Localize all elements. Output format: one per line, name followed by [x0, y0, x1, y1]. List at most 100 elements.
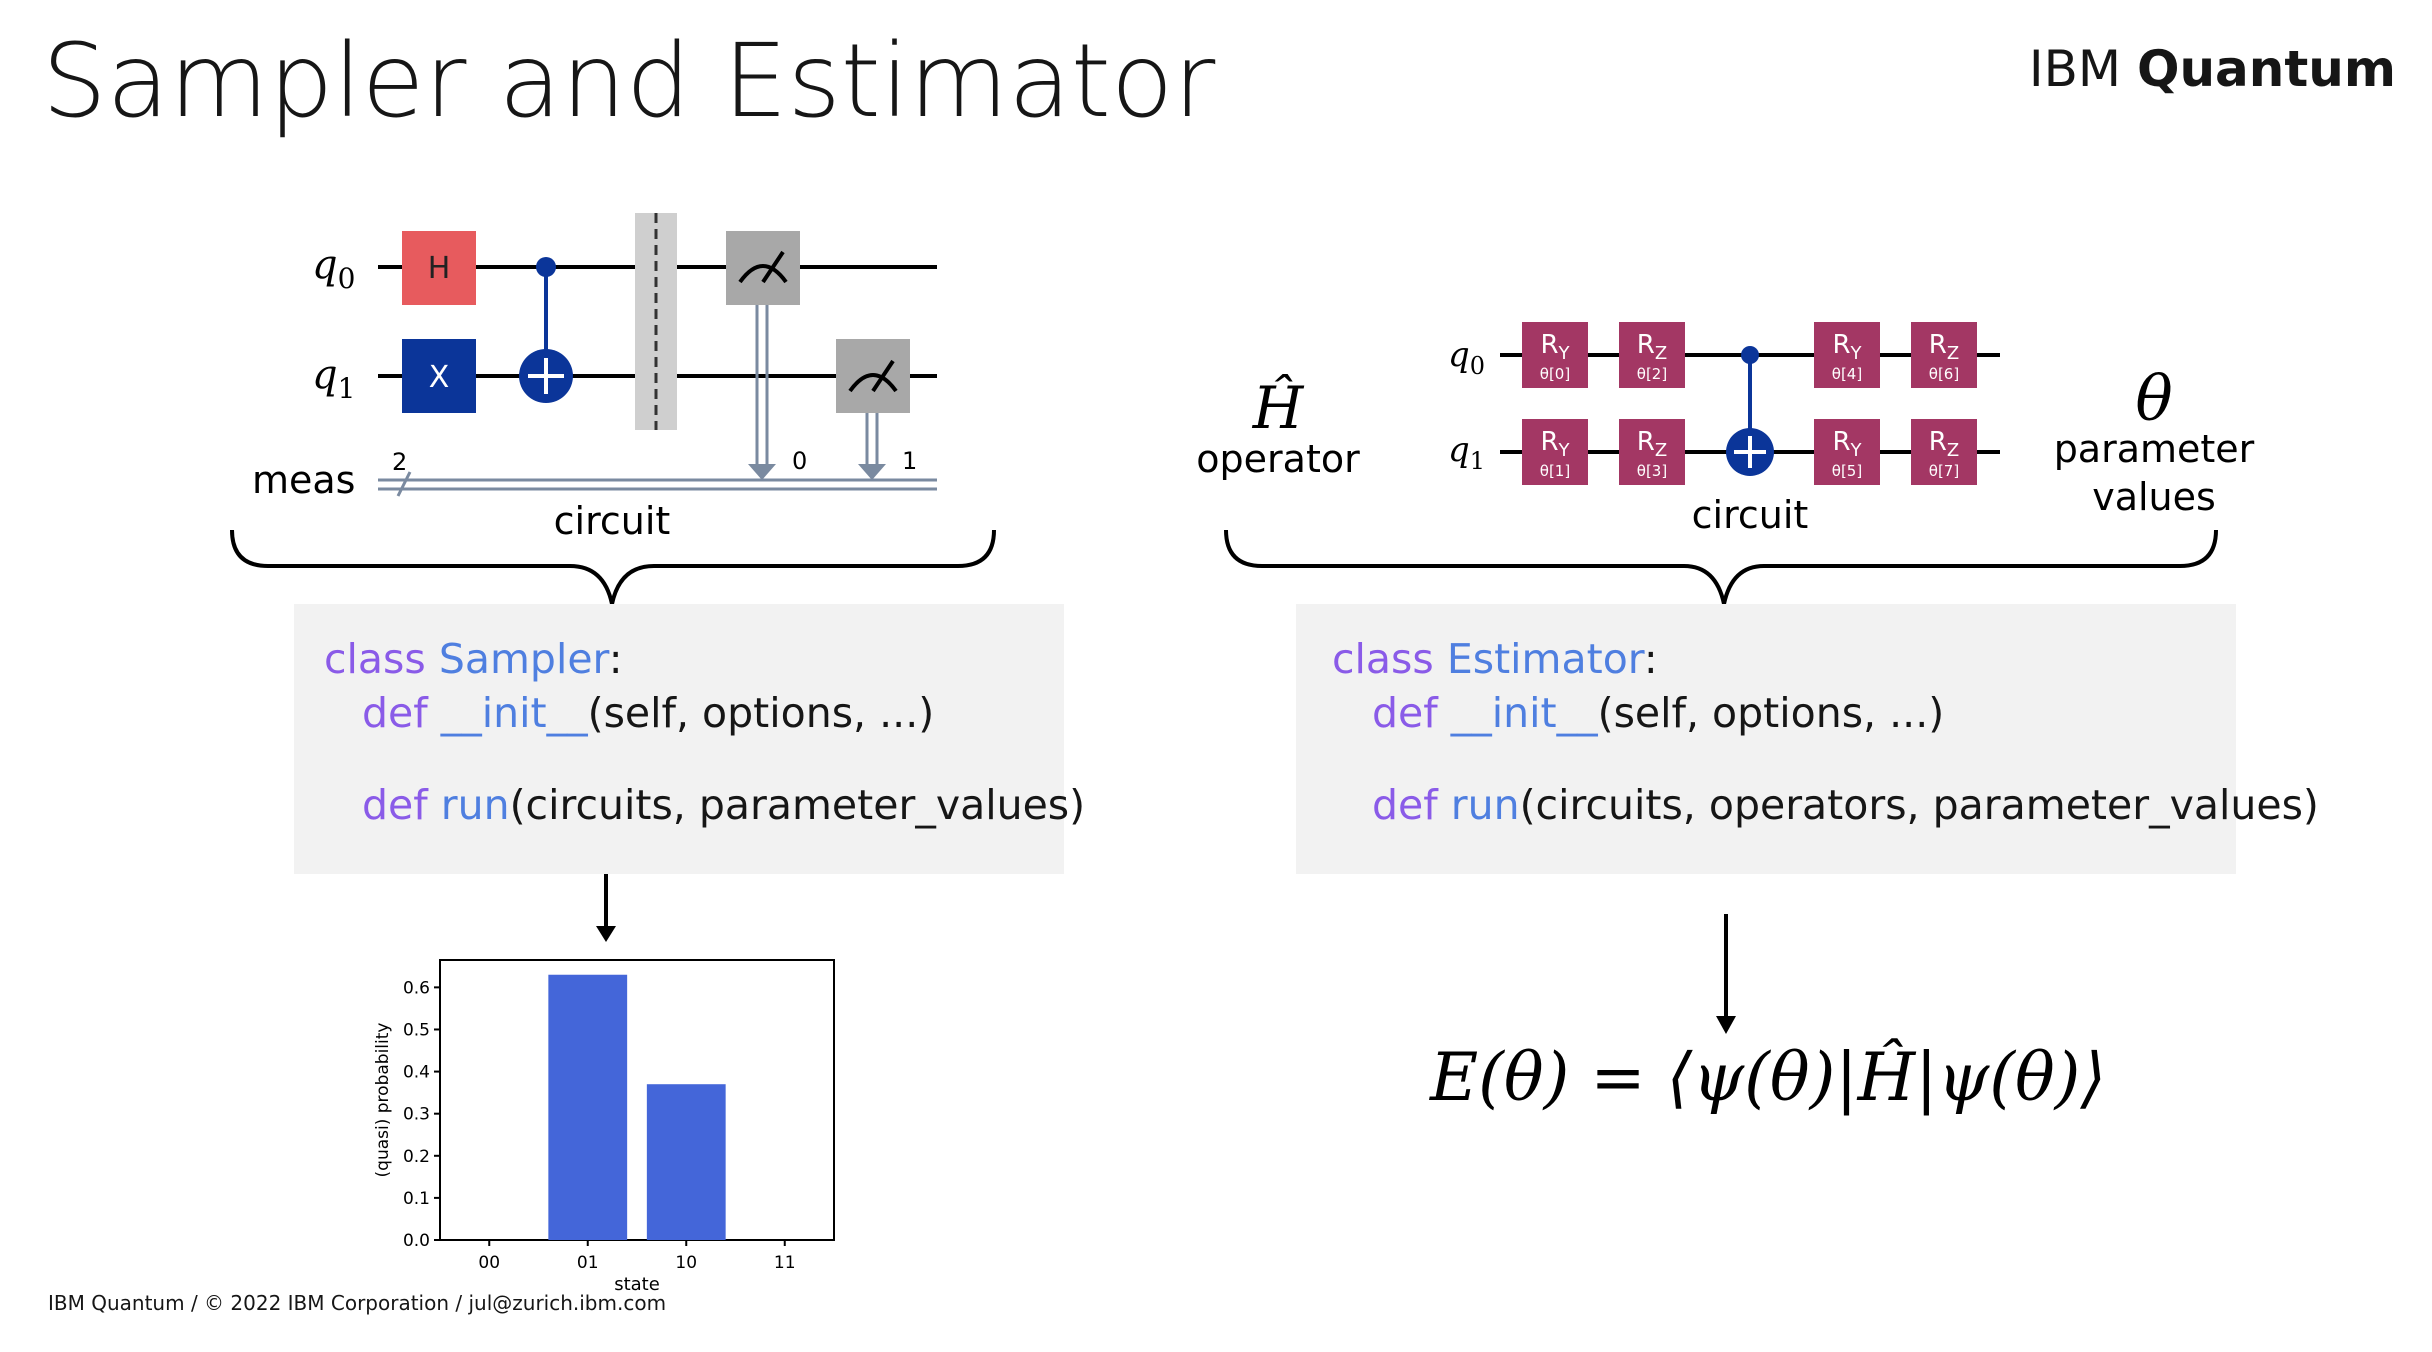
colon: : [1643, 635, 1658, 683]
y-axis-label: (quasi) probability [373, 1023, 393, 1178]
init-method-name: __init__ [440, 689, 588, 737]
sampler-class-name: Sampler [438, 635, 609, 683]
init-args: (self, options, ...) [587, 689, 935, 737]
x-gate [402, 339, 476, 413]
measure-0-arc [738, 264, 788, 284]
x-axis-label: state [614, 1274, 660, 1295]
chart-frame [439, 959, 835, 1241]
sampler-init-line: def __init__(self, options, ...) [362, 690, 934, 736]
rotation-gate-label: RY [1540, 427, 1570, 461]
h-gate [402, 231, 476, 305]
init-method-name: __init__ [1450, 689, 1598, 737]
y-tick-label: 0.0 [403, 1231, 430, 1251]
measure-1-needle [871, 359, 895, 393]
expectation-formula: E(θ) = ⟨ψ(θ)|Ĥ|ψ(θ)⟩ [1429, 1039, 2106, 1116]
estimator-arrowhead [1716, 1016, 1736, 1034]
rotation-gate-0-0 [1522, 322, 1588, 388]
run-method-name: run [440, 781, 510, 829]
def-keyword: def [1372, 689, 1438, 737]
measure-0-needle [761, 250, 785, 284]
rotation-gate-0-1 [1619, 322, 1685, 388]
estimator-run-line: def run(circuits, operators, parameter_v… [1372, 782, 2319, 828]
rotation-gate-1-0 [1522, 419, 1588, 485]
brand-bold: Quantum [2136, 40, 2396, 98]
run-args: (circuits, operators, parameter_values) [1519, 781, 2319, 829]
def-keyword: def [1372, 781, 1438, 829]
sampler-circuit-caption: circuit [554, 499, 671, 543]
footer-copyright: IBM Quantum / © 2022 IBM Corporation / j… [48, 1291, 667, 1315]
def-keyword: def [362, 689, 428, 737]
rotation-gate-param: θ[3] [1637, 462, 1667, 480]
rotation-gate-label: RZ [1929, 427, 1959, 461]
estimator-init-line: def __init__(self, options, ...) [1372, 690, 1944, 736]
operator-label: operator [1196, 437, 1360, 481]
sampler-arrowhead [596, 926, 616, 942]
estimator-circuit: q0 q1 RYθ[0]RZθ[2]RYθ[4]RZθ[6]RYθ[1]RZθ[… [1448, 322, 2000, 537]
rotation-gate-1-3 [1911, 419, 1977, 485]
rotation-gate-label: RY [1832, 427, 1862, 461]
rotation-gate-1-2 [1814, 419, 1880, 485]
measure-1-arc [848, 373, 898, 393]
estimator-cnot-control [1741, 346, 1759, 364]
estimator-q0-label: q0 [1448, 335, 1485, 380]
class-keyword: class [1332, 635, 1434, 683]
colon: : [608, 635, 623, 683]
bit-label-0: 0 [792, 447, 807, 475]
run-method-name: run [1450, 781, 1520, 829]
sampler-creg-label: meas [252, 458, 355, 502]
sampler-run-line: def run(circuits, parameter_values) [362, 782, 1085, 828]
sampler-circuit: q0 q1 meas 2 H X 0 [252, 213, 937, 543]
y-tick-label: 0.5 [403, 1020, 430, 1040]
y-tick-label: 0.2 [403, 1147, 430, 1167]
brand-regular: IBM [2028, 40, 2122, 98]
rotation-gate-label: RY [1832, 330, 1862, 364]
x-tick-label: 00 [478, 1253, 500, 1273]
estimator-class-line: class Estimator: [1332, 636, 1658, 682]
parameter-label-2: values [2092, 475, 2216, 519]
chart-bar-01 [548, 974, 628, 1240]
run-args: (circuits, parameter_values) [509, 781, 1086, 829]
sampler-q0-label: q0 [312, 242, 355, 295]
operator-symbol: Ĥ [1252, 374, 1305, 442]
estimator-class-name: Estimator [1446, 635, 1644, 683]
def-keyword: def [362, 781, 428, 829]
init-args: (self, options, ...) [1597, 689, 1945, 737]
estimator-circuit-caption: circuit [1692, 493, 1809, 537]
x-gate-label: X [429, 360, 450, 395]
rotation-gate-param: θ[0] [1540, 365, 1570, 383]
y-tick-label: 0.1 [403, 1189, 430, 1209]
sampler-creg-slash [396, 471, 412, 497]
estimator-q1-label: q1 [1448, 430, 1485, 475]
chart-bar-10 [646, 1084, 726, 1240]
y-tick-label: 0.3 [403, 1105, 430, 1125]
rotation-gate-param: θ[2] [1637, 365, 1667, 383]
bit-label-1: 1 [902, 447, 917, 475]
h-gate-label: H [428, 251, 451, 286]
rotation-gate-label: RZ [1637, 427, 1667, 461]
rotation-gate-0-3 [1911, 322, 1977, 388]
rotation-gate-0-2 [1814, 322, 1880, 388]
sampler-q1-label: q1 [312, 352, 355, 405]
sampler-code-box: class Sampler: def __init__(self, option… [294, 604, 1085, 874]
rotation-gate-param: θ[6] [1929, 365, 1959, 383]
parameter-symbol: θ [2135, 362, 2172, 435]
ibm-quantum-logo: IBM Quantum [2029, 40, 2396, 98]
rotation-gates: RYθ[0]RZθ[2]RYθ[4]RZθ[6]RYθ[1]RZθ[3]RYθ[… [1522, 322, 1977, 485]
measure-1-arrow [858, 464, 886, 480]
rotation-gate-1-1 [1619, 419, 1685, 485]
sampler-creg-size: 2 [392, 448, 407, 476]
rotation-gate-param: θ[5] [1832, 462, 1862, 480]
slide-title: Sampler and Estimator [42, 22, 1216, 141]
measure-0-arrow [748, 464, 776, 480]
estimator-brace [1224, 529, 2218, 605]
x-tick-label: 10 [675, 1253, 697, 1273]
sampler-class-line: class Sampler: [324, 636, 623, 682]
rotation-gate-label: RZ [1637, 330, 1667, 364]
rotation-gate-param: θ[7] [1929, 462, 1959, 480]
rotation-gate-param: θ[4] [1832, 365, 1862, 383]
x-tick-label: 01 [577, 1253, 599, 1273]
x-tick-label: 11 [774, 1253, 796, 1273]
class-keyword: class [324, 635, 426, 683]
parameter-label-1: parameter [2054, 427, 2255, 471]
